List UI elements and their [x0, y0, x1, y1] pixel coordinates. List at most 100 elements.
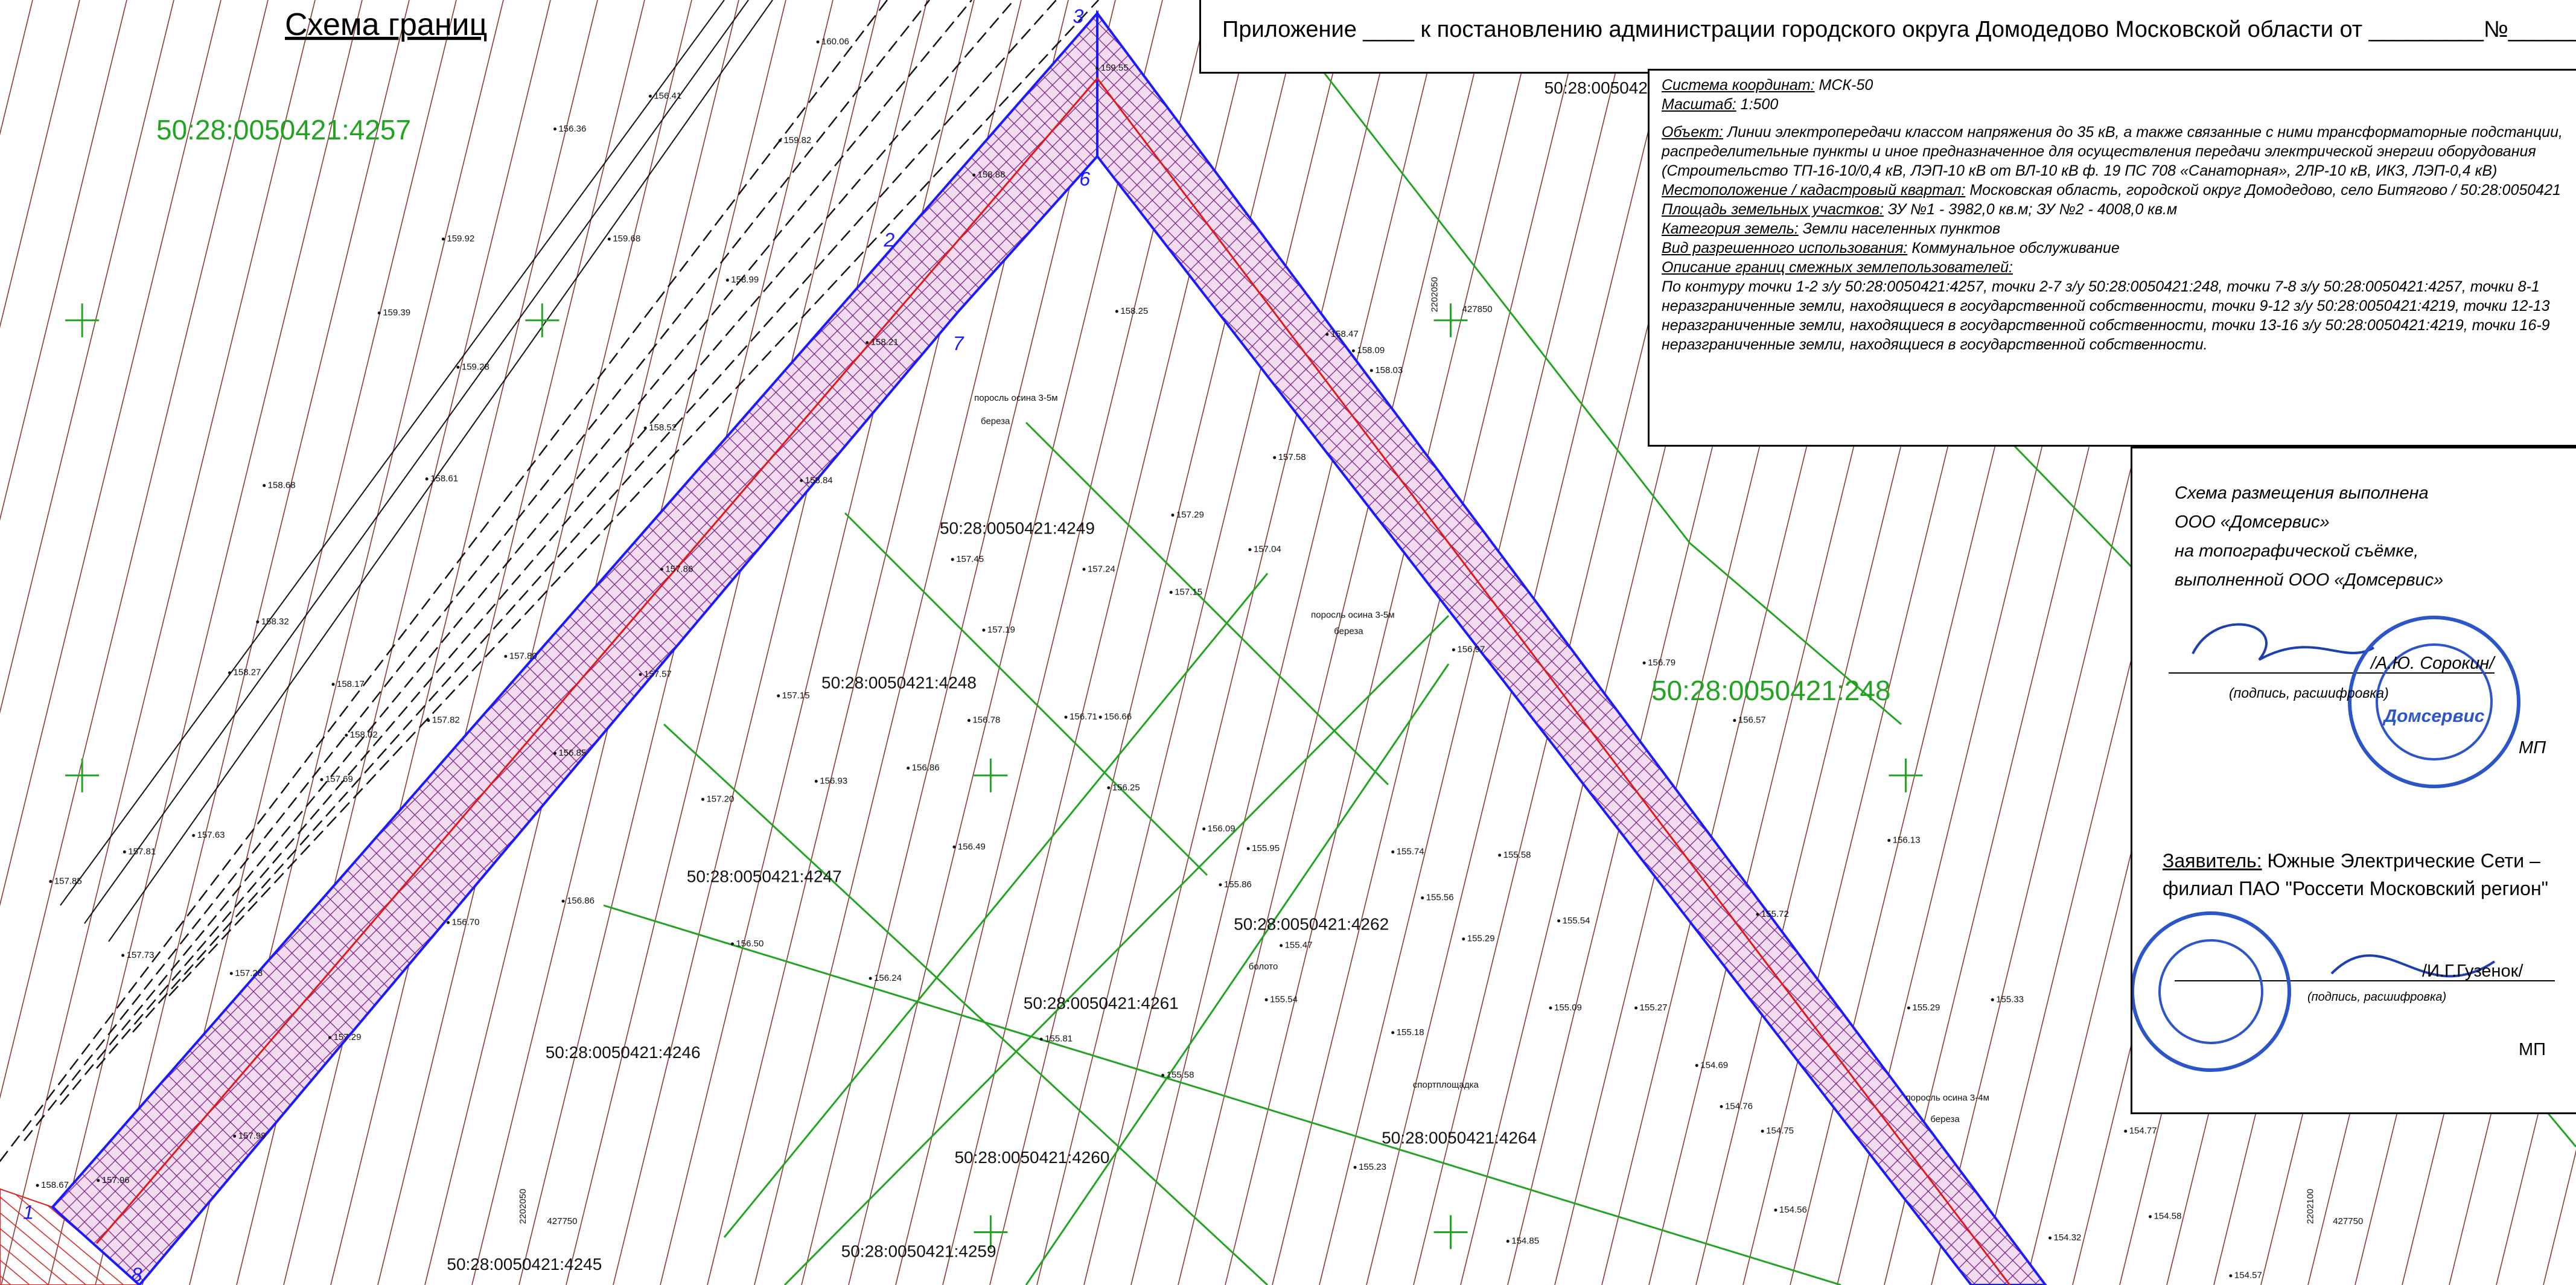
info-value: Линии электропередачи классом напряжения… — [1662, 124, 2563, 179]
elevation-dot — [426, 477, 429, 480]
elevation-label: 156.50 — [736, 939, 764, 949]
elevation-label: 155.29 — [1467, 934, 1495, 944]
annotation: поросль осина 3-5м — [974, 393, 1057, 403]
elevation-dot — [442, 238, 445, 241]
info-label: Масштаб: — [1662, 96, 1736, 113]
elevation-label: 158.61 — [430, 474, 458, 484]
info-item: Масштаб: 1:500 — [1662, 95, 2564, 114]
elevation-label: 157.99 — [238, 1130, 266, 1141]
elevation-dot — [456, 366, 459, 369]
elevation-label: 157.28 — [235, 968, 263, 978]
elevation-label: 154.85 — [1511, 1236, 1539, 1246]
elevation-dot — [1265, 998, 1268, 1001]
info-item: Категория земель: Земли населенных пункт… — [1662, 219, 2564, 238]
elevation-label: 156.71 — [1070, 712, 1097, 722]
info-label: Описание границ смежных землепользовател… — [1662, 259, 2013, 276]
elevation-dot — [1391, 1031, 1394, 1034]
point-label: 8 — [132, 1264, 142, 1285]
elevation-label: 155.23 — [1359, 1162, 1386, 1172]
elevation-dot — [228, 671, 231, 674]
elevation-dot — [866, 341, 869, 344]
elevation-dot — [660, 568, 663, 571]
point-label: 3 — [1073, 5, 1083, 27]
signature — [2193, 624, 2374, 660]
parcel-line — [604, 905, 1841, 1285]
elevation-label: 158.27 — [234, 668, 261, 678]
elevation-dot — [608, 238, 611, 241]
info-item: Вид разрешенного использования: Коммунал… — [1662, 238, 2564, 258]
elevation-label: 159.92 — [447, 234, 474, 244]
elevation-label: 158.25 — [1120, 306, 1148, 316]
elevation-dot — [233, 1135, 236, 1138]
grid-label: 427750 — [2333, 1216, 2363, 1226]
elevation-dot — [2229, 1274, 2232, 1277]
elevation-dot — [779, 139, 782, 142]
grid-label: 2202050 — [518, 1188, 528, 1223]
elevation-dot — [1161, 1074, 1164, 1077]
parcel-label-major: 50:28:0050421:248 — [1651, 675, 1891, 706]
elevation-label: 155.09 — [1554, 1003, 1582, 1013]
header-box: Приложение ____ к постановлению админист… — [1199, 0, 2576, 74]
annotation: болото — [1249, 961, 1278, 972]
elevation-label: 158.17 — [337, 679, 365, 689]
elevation-label: 155.81 — [1045, 1034, 1073, 1044]
info-value: Земли населенных пунктов — [1803, 220, 2000, 237]
elevation-dot — [1774, 1208, 1777, 1211]
elevation-dot — [1506, 1240, 1510, 1243]
elevation-dot — [1171, 514, 1174, 517]
grid-label: 427750 — [547, 1216, 577, 1226]
elevation-dot — [907, 767, 910, 770]
stamp — [2132, 913, 2289, 1070]
info-value: ЗУ №1 - 3982,0 кв.м; ЗУ №2 - 4008,0 кв.м — [1888, 201, 2177, 218]
elevation-dot — [1273, 456, 1276, 459]
elevation-dot — [1452, 648, 1455, 651]
elevation-dot — [800, 479, 803, 482]
elevation-label: 157.20 — [706, 794, 734, 804]
elevation-dot — [951, 558, 954, 561]
elevation-label: 155.33 — [1996, 994, 2024, 1004]
parcel-label: 50:28:0050421:4245 — [447, 1255, 602, 1274]
elevation-label: 155.74 — [1397, 846, 1424, 856]
elevation-dot — [1280, 944, 1283, 947]
elevation-dot — [701, 798, 704, 801]
elevation-label: 156.79 — [1648, 657, 1675, 668]
elevation-label: 154.58 — [2154, 1211, 2182, 1222]
signer-note: (подпись, расшифровка) — [2229, 685, 2389, 701]
elevation-dot — [1325, 333, 1328, 336]
elevation-dot — [1887, 839, 1890, 842]
info-value: 1:500 — [1741, 96, 1779, 113]
elevation-label: 154.69 — [1700, 1060, 1728, 1070]
elevation-dot — [1170, 591, 1173, 594]
elevation-dot — [256, 620, 259, 623]
elevation-dot — [817, 40, 820, 43]
info-value: Коммунальное обслуживание — [1911, 240, 2119, 257]
elevation-dot — [553, 127, 556, 130]
elevation-dot — [1720, 1105, 1723, 1108]
dashed-line — [133, 0, 1056, 1032]
elevation-label: 154.32 — [2054, 1232, 2082, 1243]
applicant-label: Заявитель: — [2163, 850, 2262, 872]
stamp-inner — [2160, 940, 2262, 1043]
elevation-label: 155.54 — [1563, 916, 1590, 926]
elevation-dot — [1557, 919, 1560, 922]
elevation-label: 157.15 — [1175, 587, 1202, 597]
contour-line — [0, 0, 174, 1285]
elevation-dot — [869, 977, 872, 980]
elevation-label: 156.09 — [1208, 823, 1235, 834]
elevation-label: 157.69 — [325, 774, 353, 785]
signer: /А.Ю. Сорокин/ — [2371, 654, 2494, 674]
elevation-label: 154.56 — [1779, 1205, 1807, 1215]
elevation-label: 155.56 — [1426, 893, 1454, 903]
elevation-dot — [968, 719, 971, 722]
elevation-label: 159.68 — [613, 234, 640, 244]
elevation-label: 154.77 — [2129, 1126, 2157, 1136]
elevation-label: 158.21 — [871, 337, 899, 348]
grid-cross — [65, 304, 99, 337]
elevation-label: 155.95 — [1252, 843, 1280, 853]
elevation-label: 155.86 — [1224, 879, 1252, 890]
parcel-label: 50:28:0050421:4264 — [1382, 1129, 1537, 1147]
dashed-line — [0, 0, 887, 1177]
elevation-label: 158.52 — [649, 422, 677, 433]
annotation: поросль осина 3-4м — [1906, 1093, 1989, 1103]
point-label: 1 — [23, 1202, 34, 1223]
